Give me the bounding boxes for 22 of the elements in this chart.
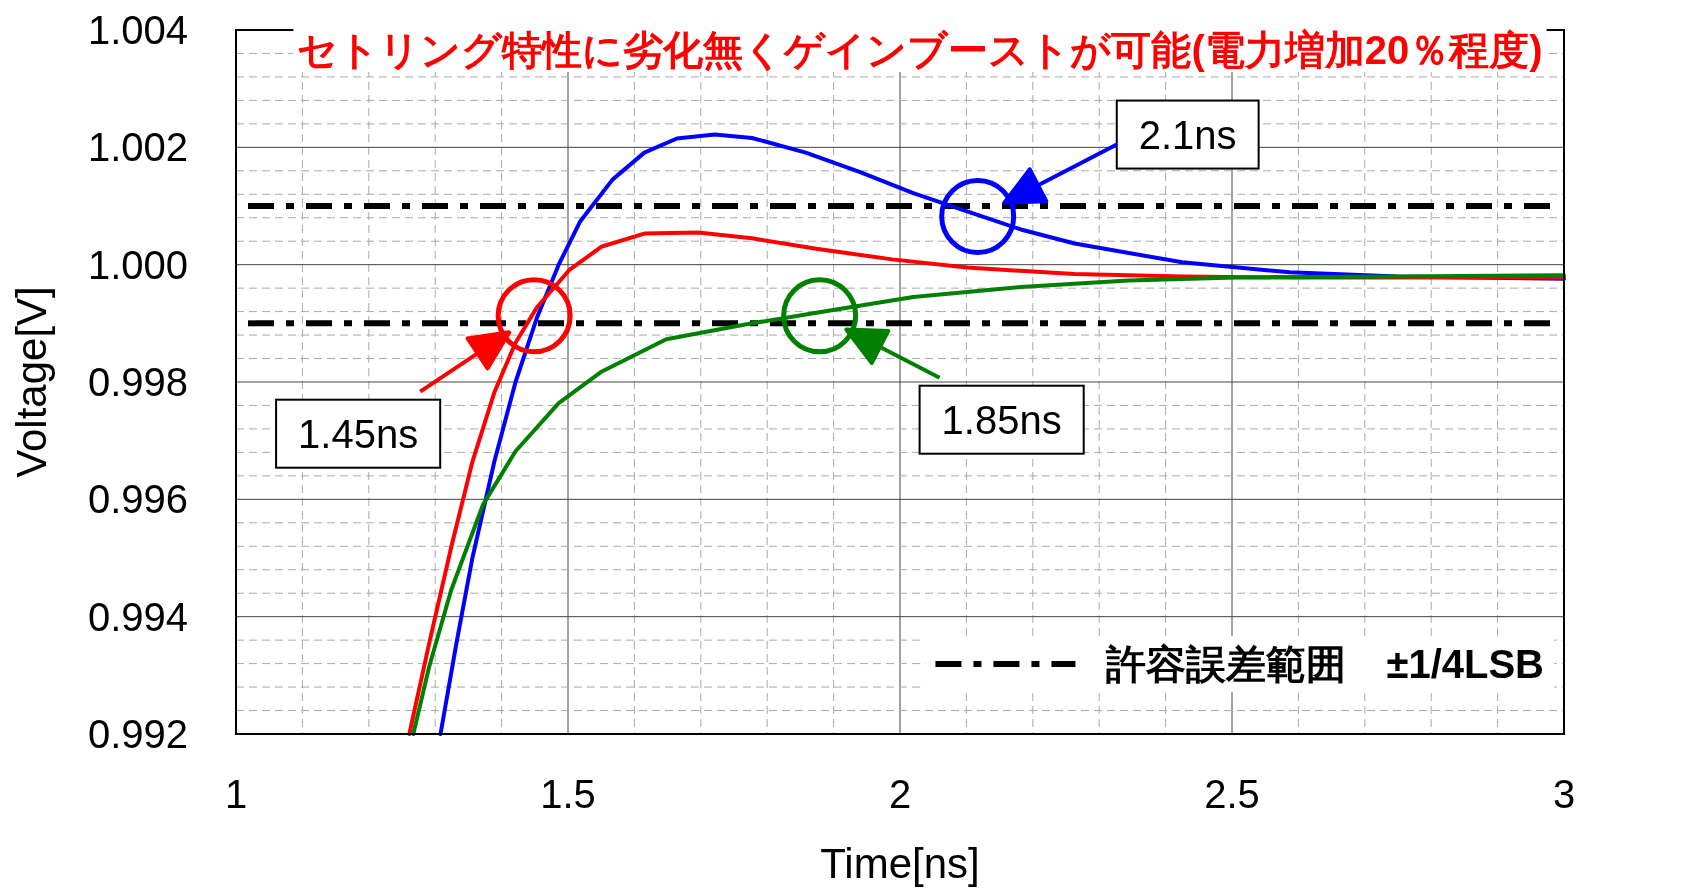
y-tick-label: 1.000 <box>87 242 188 287</box>
y-tick-label: 0.992 <box>87 712 188 756</box>
annotation: 2.1ns <box>1115 99 1260 170</box>
y-axis-title: Voltage[V] <box>8 286 55 478</box>
x-tick-label: 3 <box>1552 772 1576 816</box>
y-tick-label: 0.996 <box>87 477 188 522</box>
x-tick-label: 1 <box>224 772 248 816</box>
y-tick-label: 0.998 <box>87 360 188 404</box>
annotation: 1.85ns <box>941 397 1062 442</box>
y-tick-label: 1.002 <box>87 125 188 170</box>
annotation: 1.45ns <box>275 398 442 469</box>
y-tick-label: 0.994 <box>87 594 188 639</box>
annotation: 1.45ns <box>298 411 419 456</box>
y-tick-label: 1.004 <box>87 8 188 52</box>
annotation: 2.1ns <box>1138 112 1237 157</box>
x-tick-label: 2.5 <box>1204 772 1260 816</box>
x-tick-label: 2 <box>888 772 912 816</box>
x-tick-label: 1.5 <box>540 772 596 816</box>
annotation: 1.85ns <box>918 384 1085 455</box>
chart-title: セトリング特性に劣化無くゲインブーストが可能(電力増加20％程度) <box>297 28 1543 72</box>
x-axis-title: Time[ns] <box>820 840 980 887</box>
legend-label: 許容誤差範囲 ±1/4LSB <box>1105 642 1544 686</box>
